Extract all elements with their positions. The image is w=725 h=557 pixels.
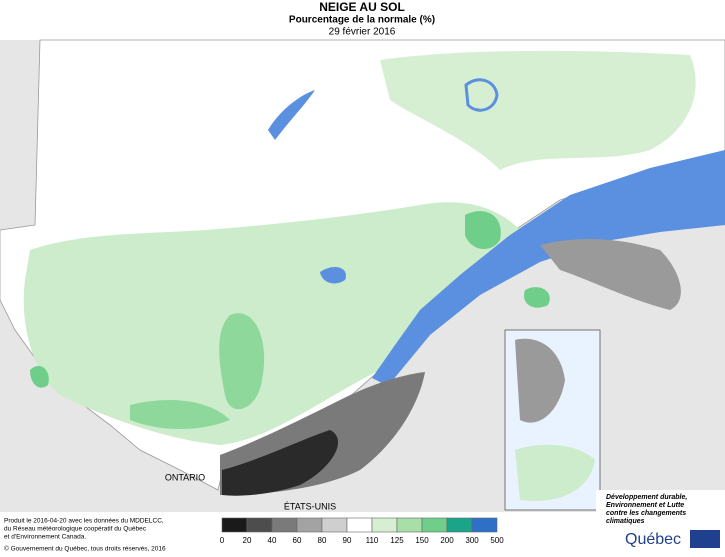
legend-label: 0	[220, 536, 225, 545]
logo-line: contre les changements	[606, 510, 686, 517]
zone-150-d	[524, 287, 550, 308]
legend-swatch	[246, 517, 273, 533]
label-ontario: ONTARIO	[165, 472, 205, 482]
lake-st-jean	[320, 266, 346, 284]
credit-line: Produit le 2016-04-20 avec les données d…	[4, 518, 164, 525]
legend-label: 90	[343, 536, 352, 545]
legend-swatch	[271, 517, 298, 533]
zone-150-c	[465, 211, 501, 250]
legend-swatch	[221, 517, 248, 533]
st-lawrence-gulf	[372, 150, 725, 386]
legend-swatch	[446, 517, 473, 533]
logo: Développement durable,Environnement et L…	[596, 490, 725, 552]
legend-label: 20	[243, 536, 252, 545]
subtitle: Pourcentage de la normale (%)	[289, 15, 435, 26]
zone-north	[380, 50, 696, 170]
zone-150-e	[30, 365, 49, 388]
zone-gaspesie	[540, 238, 681, 310]
legend-label: 200	[440, 536, 454, 545]
legend-label: 500	[490, 536, 504, 545]
zone-150-a	[219, 313, 265, 410]
inset-green	[515, 444, 595, 501]
logo-flag	[690, 530, 720, 548]
legend-swatch	[346, 517, 373, 533]
credit-line: et d'Environnement Canada.	[4, 534, 86, 541]
legend-label: 150	[415, 536, 429, 545]
legend-swatch	[396, 517, 423, 533]
title: NEIGE AU SOL	[319, 0, 405, 14]
credit-line: du Réseau météorologique coopératif du Q…	[4, 526, 147, 533]
legend-swatch	[296, 517, 323, 533]
logo-lines: Développement durable,Environnement et L…	[606, 494, 687, 525]
legend-swatch	[321, 517, 348, 533]
lake	[268, 90, 315, 140]
zone-150-b	[130, 400, 230, 429]
legend-swatch	[371, 517, 398, 533]
legend-label: 80	[318, 536, 327, 545]
zone-110-125	[23, 202, 521, 445]
legend-swatch	[421, 517, 448, 533]
legend-swatch	[471, 517, 498, 533]
inset-gray	[515, 338, 565, 423]
legend-label: 110	[366, 536, 379, 545]
date: 29 février 2016	[329, 27, 396, 38]
legend: 0 20 40 60 80 90 110 125 150 200 300 500	[220, 517, 504, 545]
credit-line: © Gouvernement du Québec, tous droits ré…	[4, 545, 166, 552]
logo-name: Québec	[625, 531, 681, 548]
logo-line: Environnement et Lutte	[606, 502, 684, 509]
credits: Produit le 2016-04-20 avec les données d…	[4, 518, 166, 553]
zone-0-20	[222, 430, 339, 496]
label-usa: ÉTATS-UNIS	[284, 501, 336, 511]
reservoir	[464, 78, 499, 112]
logo-line: Développement durable,	[606, 494, 687, 501]
legend-label: 40	[268, 536, 277, 545]
legend-label: 125	[390, 536, 404, 545]
legend-label: 300	[465, 536, 479, 545]
map: ONTARIO ÉTATS-UNIS	[0, 39, 725, 512]
legend-label: 60	[293, 536, 302, 545]
logo-line: climatiques	[606, 518, 645, 525]
